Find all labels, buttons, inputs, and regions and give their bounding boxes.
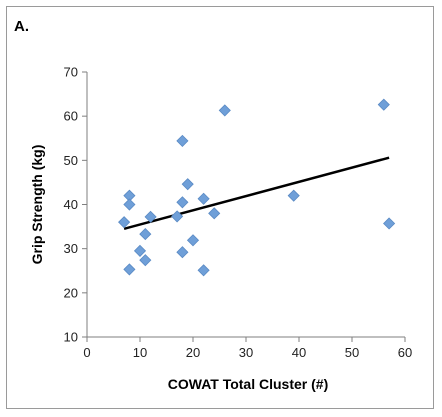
y-tick-label: 20	[64, 285, 78, 300]
x-tick-label: 50	[345, 345, 359, 360]
data-point	[218, 104, 231, 117]
x-tick-label: 0	[83, 345, 90, 360]
x-tick-label: 10	[133, 345, 147, 360]
x-axis-title: COWAT Total Cluster (#)	[168, 376, 328, 392]
y-tick-label: 60	[64, 109, 78, 124]
y-axis-title: Grip Strength (kg)	[29, 145, 45, 265]
data-point	[181, 178, 194, 191]
data-point	[197, 264, 210, 277]
y-tick-label: 10	[64, 330, 78, 345]
data-point	[186, 234, 200, 247]
data-point	[176, 134, 189, 147]
y-tick-label: 50	[64, 153, 78, 168]
data-point	[118, 216, 131, 229]
chart-frame	[6, 6, 434, 409]
data-point	[383, 217, 396, 230]
data-point	[377, 98, 390, 111]
data-point	[287, 189, 300, 202]
data-point	[139, 228, 152, 241]
panel-label: A.	[14, 18, 29, 35]
data-point	[123, 263, 136, 276]
data-point	[144, 210, 157, 223]
x-tick-label: 40	[292, 345, 306, 360]
data-point	[176, 246, 189, 259]
x-tick-label: 60	[398, 345, 412, 360]
data-point	[197, 192, 210, 205]
axes: 10 20 30 40 50 60 70 0 10 20 30 40 50 60	[64, 65, 413, 361]
data-point	[176, 196, 189, 209]
data-points	[118, 98, 396, 277]
x-tick-label: 30	[239, 345, 253, 360]
y-tick-label: 70	[64, 65, 78, 80]
y-tick-label: 40	[64, 197, 78, 212]
data-point	[123, 198, 136, 211]
trendline	[123, 156, 390, 230]
x-tick-label: 20	[186, 345, 200, 360]
data-point	[139, 254, 152, 267]
data-point	[133, 244, 147, 257]
data-point	[208, 207, 221, 220]
y-tick-label: 30	[64, 241, 78, 256]
trendline-group	[123, 156, 390, 230]
data-point	[171, 210, 184, 223]
